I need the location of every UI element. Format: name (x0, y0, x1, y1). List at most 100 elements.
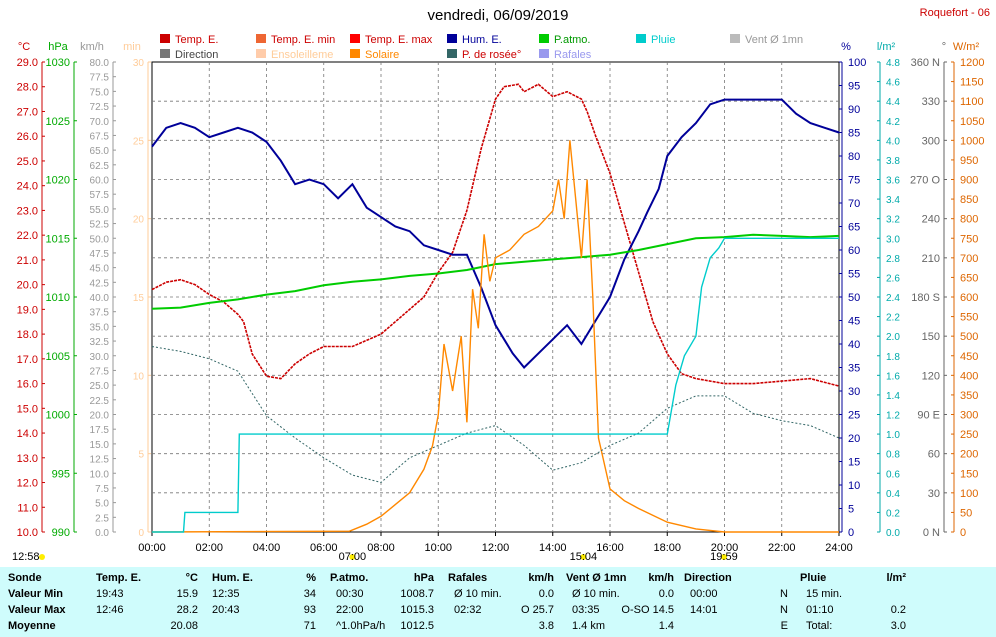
stats-cell: 71 (303, 620, 316, 632)
tick-label: 55 (848, 269, 860, 281)
tick-label: 20 (848, 433, 860, 445)
stats-cell: ^1.0hPa/h (336, 620, 386, 632)
stats-cell: 00:00 (690, 588, 718, 600)
stats-cell: Hum. E. (212, 572, 253, 584)
tick-label: 1.4 (886, 391, 900, 402)
tick-label: 30 (133, 58, 145, 69)
tick-label: 25 (848, 410, 860, 422)
tick-label: 30.0 (90, 352, 110, 363)
chart-title: vendredi, 06/09/2019 (428, 7, 569, 24)
tick-label: 4.6 (886, 78, 900, 89)
legend-swatch (256, 49, 266, 58)
tick-label: 0.6 (886, 469, 900, 480)
tick-label: 62.5 (90, 161, 110, 172)
stats-cell: 20:43 (212, 604, 240, 616)
tick-label: 10 (848, 480, 860, 492)
weather-chart: vendredi, 06/09/2019 Roquefort - 06 Temp… (12, 7, 990, 563)
tick-label: 52.5 (90, 220, 110, 231)
stats-cell: 15.9 (176, 588, 198, 600)
tick-label: 0.0 (886, 528, 900, 539)
sun-icon (349, 554, 356, 560)
stats-cell: 1015.3 (400, 604, 434, 616)
stats-cell: 22:00 (336, 604, 364, 616)
tick-label: 77.5 (90, 73, 110, 84)
tick-label: 15.0 (17, 403, 38, 415)
tick-label: 300 (922, 135, 940, 147)
tick-label: 0 (960, 527, 966, 539)
axis-unit: min (123, 41, 141, 53)
stats-cell: 34 (303, 588, 316, 600)
tick-label: 85 (848, 128, 860, 140)
legend-label: Rafales (554, 49, 592, 61)
tick-label: 90 (848, 104, 860, 116)
stats-cell: Vent Ø 1mn (566, 572, 627, 584)
temp-axis: 29.0 28.0 27.0 26.0 25.0 24.0 23.0 22.0 21.0 20.0… (17, 57, 45, 539)
tick-label: 240 (922, 214, 940, 226)
sun-time: 07:00 (339, 551, 367, 563)
legend-label: Hum. E. (462, 34, 502, 46)
legend-swatch (447, 34, 457, 43)
tick-label: 50.0 (90, 234, 110, 245)
tick-label: 13.0 (17, 453, 38, 465)
tick-label: 4.0 (886, 136, 900, 147)
sun-icon (580, 554, 587, 560)
tick-label: 3.8 (886, 156, 900, 167)
series-line (151, 233, 840, 310)
tick-label: 270 O (910, 175, 940, 187)
tick-label: 1.8 (886, 352, 900, 363)
stats-cell: 1012.5 (400, 620, 434, 632)
stats-cell: 3.8 (538, 620, 554, 632)
tick-label: 0 (138, 528, 144, 539)
axis-unit: °C (18, 41, 30, 53)
tick-label: 60.0 (90, 176, 110, 187)
tick-label: 1025 (46, 116, 70, 128)
tick-label: 65.0 (90, 146, 110, 157)
tick-label: 400 (960, 370, 978, 382)
tick-label: 20.0 (90, 411, 110, 422)
tick-label: 3.0 (886, 234, 900, 245)
stats-cell: Valeur Max (8, 604, 66, 616)
sun-markers: 12:58 07:00 15:04 19:59 (12, 551, 738, 563)
tick-label: 28.0 (17, 82, 38, 94)
legend-swatch (730, 34, 740, 43)
tick-label: 65 (848, 222, 860, 234)
tick-label: 350 (960, 390, 978, 402)
tick-label: 60 (848, 245, 860, 257)
tick-label: 29.0 (17, 57, 38, 69)
tick-label: 0.0 (95, 528, 109, 539)
tick-label: 37.5 (90, 308, 110, 319)
tick-label: 3.2 (886, 215, 900, 226)
stats-cell: Valeur Min (8, 588, 64, 600)
humidity-axis: 1009590858075706560555045403530252015105… (839, 57, 866, 539)
tick-label: 50 (848, 292, 860, 304)
tick-label: 35.0 (90, 322, 110, 333)
tick-label: 22.5 (90, 396, 110, 407)
tick-label: 360 N (911, 57, 940, 69)
time-label: 20:00 (711, 542, 739, 554)
series-line (151, 98, 840, 369)
chart-series (151, 83, 840, 533)
tick-label: 150 (960, 468, 978, 480)
time-label: 06:00 (310, 542, 338, 554)
tick-label: 26.0 (17, 131, 38, 143)
tick-label: 10.0 (17, 527, 38, 539)
tick-label: 32.5 (90, 337, 110, 348)
tick-label: 950 (960, 155, 978, 167)
stats-cell: 14:01 (690, 604, 718, 616)
tick-label: 40.0 (90, 293, 110, 304)
tick-label: 180 S (911, 292, 940, 304)
tick-label: 24.0 (17, 181, 38, 193)
tick-label: 450 (960, 351, 978, 363)
tick-label: 2.4 (886, 293, 900, 304)
stats-cell: 02:32 (454, 604, 482, 616)
tick-label: 27.0 (17, 106, 38, 118)
sun-time: 12:58 (12, 551, 40, 563)
tick-label: 900 (960, 175, 978, 187)
stats-cell: 3.0 (890, 620, 906, 632)
tick-label: 2.6 (886, 273, 900, 284)
legend-swatch (350, 34, 360, 43)
rain-axis: 4.8 4.6 4.4 4.2 4.0 3.8 3.6 3.4 3.2 3.0 2.8 2.6 2.4 2… (877, 58, 900, 539)
tick-label: 45.0 (90, 264, 110, 275)
time-label: 16:00 (596, 542, 624, 554)
tick-label: 4.4 (886, 97, 900, 108)
